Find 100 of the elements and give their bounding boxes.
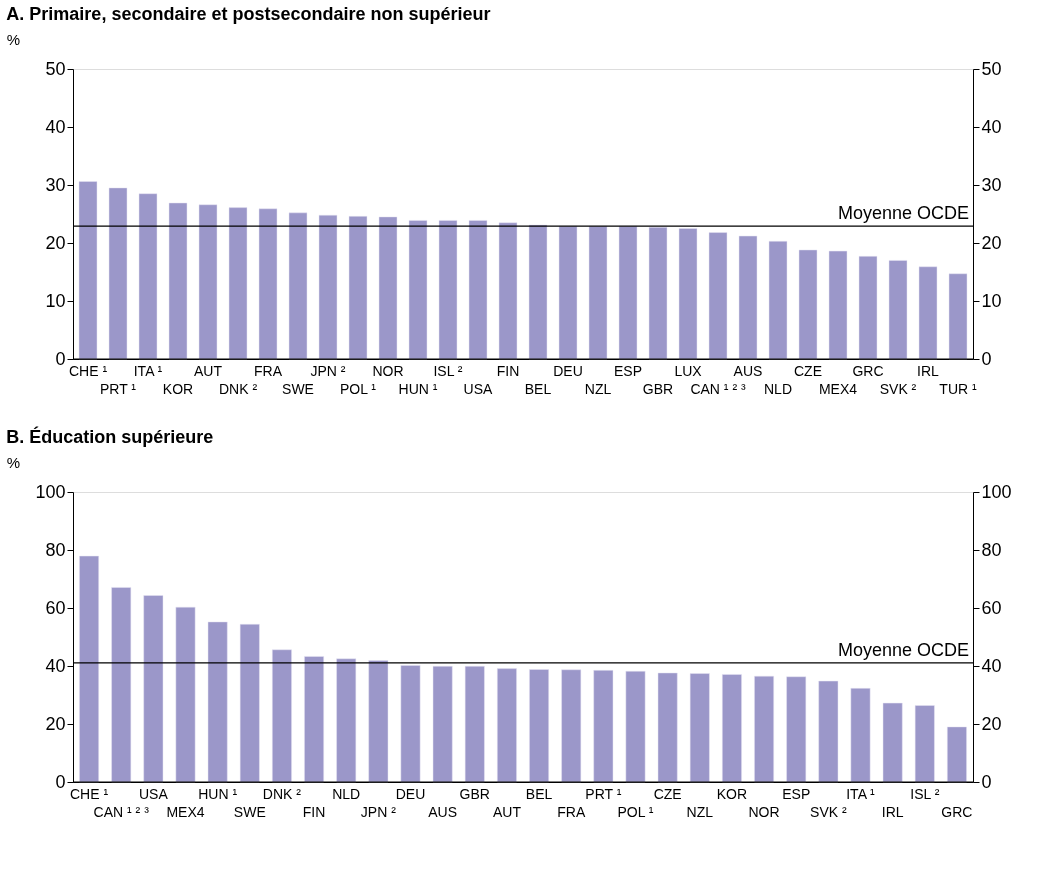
- x-tick-label: JPN ²: [360, 804, 397, 820]
- x-tick-label: BEL: [525, 786, 553, 802]
- x-tick-label: BEL: [524, 381, 552, 397]
- bar: [497, 668, 517, 783]
- x-tick-label: USA: [463, 381, 494, 397]
- bar: [175, 606, 196, 783]
- bar: [708, 232, 728, 360]
- x-tick-label: HUN ¹: [198, 786, 238, 802]
- x-tick-label: DNK ²: [218, 381, 258, 397]
- bar: [738, 235, 758, 360]
- bar: [207, 621, 228, 783]
- x-tick-label: ITA ¹: [133, 363, 163, 379]
- ref-line-label: Moyenne OCDE: [837, 639, 969, 660]
- ref-line-label: Moyenne OCDE: [837, 203, 969, 224]
- bar: [168, 202, 188, 360]
- bar: [768, 241, 788, 360]
- bar: [888, 260, 908, 360]
- bar: [111, 587, 132, 783]
- bar: [818, 680, 839, 783]
- bar: [143, 595, 164, 783]
- x-tick-label: KOR: [162, 381, 194, 397]
- y2-tick-label: 50: [981, 58, 1002, 79]
- x-tick-label: AUT: [492, 804, 522, 820]
- x-tick-label: HUN ¹: [398, 381, 438, 397]
- bar: [336, 658, 357, 783]
- bar: [858, 256, 878, 360]
- bar: [754, 675, 774, 783]
- x-tick-label: ESP: [782, 786, 811, 802]
- x-tick-label: GBR: [642, 381, 674, 397]
- y-tick-label: 80: [45, 539, 66, 560]
- x-tick-label: DEU: [553, 363, 583, 379]
- x-tick-label: PRT ¹: [585, 786, 622, 802]
- bar: [78, 181, 98, 360]
- bar: [828, 250, 848, 360]
- y2-tick-label: 40: [981, 116, 1002, 137]
- x-tick-label: CHE ¹: [68, 363, 108, 379]
- bar: [138, 193, 158, 360]
- x-tick-label: NZL: [686, 804, 714, 820]
- y-tick-label: 100: [35, 481, 66, 502]
- y2-tick-label: 20: [981, 713, 1002, 734]
- x-tick-label: NZL: [584, 381, 612, 397]
- bar: [498, 222, 518, 360]
- x-tick-label: JPN ²: [310, 363, 346, 379]
- x-tick-label: FRA: [254, 363, 283, 379]
- y-tick-label: 50: [45, 58, 66, 79]
- bar: [400, 665, 421, 783]
- bar: [304, 656, 324, 783]
- x-tick-label: PRT ¹: [99, 381, 137, 397]
- bar: [464, 666, 485, 783]
- bar: [368, 660, 389, 783]
- y2-tick-label: 10: [981, 290, 1002, 311]
- x-tick-label: ITA ¹: [846, 786, 876, 802]
- x-tick-label: NLD: [763, 381, 793, 397]
- chart-title: B. Éducation supérieure: [6, 426, 214, 447]
- y-tick-label: 30: [45, 174, 66, 195]
- x-tick-label: FIN: [302, 804, 326, 820]
- x-tick-label: CAN ¹ ² ³: [690, 381, 746, 397]
- x-tick-label: KOR: [716, 786, 748, 802]
- x-tick-label: SWE: [233, 804, 266, 820]
- bar: [228, 207, 248, 360]
- bar: [408, 220, 428, 360]
- x-tick-label: ISL ²: [910, 786, 940, 802]
- x-tick-label: FRA: [557, 804, 586, 820]
- x-tick-label: DNK ²: [262, 786, 302, 802]
- x-tick-label: POL ¹: [339, 381, 377, 397]
- bar: [625, 670, 646, 783]
- y2-tick-label: 60: [981, 597, 1002, 618]
- y2-tick-label: 20: [981, 232, 1002, 253]
- bar: [528, 224, 548, 360]
- y-tick-label: 20: [45, 232, 66, 253]
- bar: [678, 228, 698, 360]
- bar: [588, 225, 608, 360]
- y2-tick-label: 0: [981, 348, 992, 369]
- bar: [914, 705, 935, 783]
- bar: [378, 216, 398, 360]
- bar: [689, 673, 710, 783]
- x-tick-label: CZE: [653, 786, 682, 802]
- y-tick-label: 0: [55, 771, 66, 792]
- x-tick-label: SVK ²: [879, 381, 917, 397]
- bar: [272, 649, 292, 783]
- x-tick-label: AUS: [733, 363, 763, 379]
- y2-tick-label: 30: [981, 174, 1002, 195]
- x-tick-label: ESP: [613, 363, 643, 379]
- y2-tick-label: 80: [981, 539, 1002, 560]
- y-tick-label: 60: [45, 597, 66, 618]
- x-tick-label: ISL ²: [433, 363, 463, 379]
- x-tick-label: LUX: [674, 363, 703, 379]
- bar: [786, 676, 807, 783]
- x-tick-label: NOR: [748, 804, 780, 820]
- bar: [468, 220, 488, 360]
- bar: [947, 726, 967, 783]
- bar: [798, 249, 818, 360]
- x-tick-label: IRL: [881, 804, 904, 820]
- bar: [318, 214, 338, 360]
- bar: [722, 674, 742, 783]
- x-tick-label: CAN ¹ ² ³: [93, 804, 150, 820]
- bar: [648, 227, 668, 360]
- bar: [258, 208, 278, 360]
- x-tick-label: GRC: [852, 363, 884, 379]
- x-tick-label: SWE: [282, 381, 314, 397]
